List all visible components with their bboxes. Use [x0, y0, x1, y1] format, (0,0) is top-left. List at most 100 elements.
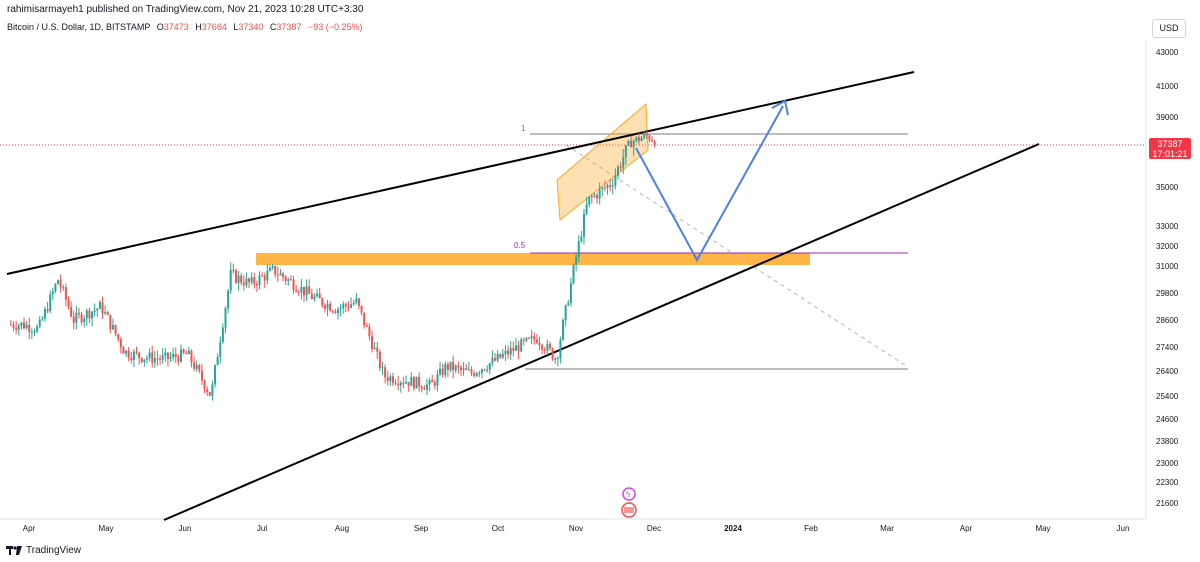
candle-body	[323, 305, 326, 309]
candle-body	[441, 368, 444, 376]
candle-body	[554, 358, 557, 360]
change-value: −93 (−0.25%)	[307, 22, 363, 32]
time-axis[interactable]: Apr May Jun Jul Aug Sep Oct Nov Dec 2024 Feb Mar Apr…	[23, 524, 1130, 533]
candle-body	[514, 345, 517, 351]
candle-body	[371, 336, 374, 350]
candle-body	[88, 310, 91, 319]
candle-body	[624, 145, 627, 158]
candle-body	[242, 282, 245, 286]
lower-wedge-line[interactable]	[163, 143, 1040, 521]
candle-body	[250, 277, 253, 283]
price-axis[interactable]: 4300041000390003700035000330003200031000…	[1156, 48, 1179, 508]
brand-name: TradingView	[26, 545, 82, 556]
candle-body	[334, 311, 337, 313]
price-tick-label: 29800	[1156, 289, 1179, 298]
candle-body	[46, 309, 49, 312]
us-flag-stripes	[624, 507, 634, 513]
time-tick-label: Jun	[1117, 524, 1130, 533]
candle-body	[457, 365, 460, 368]
candle-body	[221, 327, 224, 342]
candle-body	[180, 349, 183, 362]
candle-body	[394, 383, 397, 385]
candle-body	[119, 339, 122, 348]
candle-body	[603, 187, 606, 189]
candle-body	[72, 316, 75, 323]
candle-body	[211, 384, 214, 396]
candle-body	[143, 359, 146, 362]
candle-body	[125, 350, 128, 354]
candle-body	[12, 324, 15, 328]
candle-body	[38, 319, 41, 327]
candle-body	[25, 324, 28, 329]
candle-body	[635, 137, 638, 141]
candle-body	[237, 275, 240, 283]
candle-body	[49, 294, 52, 312]
candle-body	[488, 363, 491, 370]
candle-body	[300, 286, 303, 293]
candle-body	[190, 350, 193, 363]
candle-body	[596, 194, 599, 199]
support-zone[interactable]	[256, 253, 810, 265]
candle-body	[423, 388, 426, 390]
candle-body	[528, 337, 531, 339]
candle-body	[543, 349, 546, 351]
candle-body	[431, 380, 434, 383]
candle-body	[33, 331, 36, 333]
candle-body	[360, 305, 363, 313]
candle-body	[425, 384, 428, 390]
candle-body	[582, 213, 585, 237]
symbol-name[interactable]: Bitcoin / U.S. Dollar, 1D, BITSTAMP	[7, 22, 151, 32]
candle-body	[640, 137, 643, 141]
currency-button[interactable]: USD	[1152, 19, 1186, 38]
candle-body	[282, 273, 285, 278]
candle-body	[70, 307, 73, 317]
candle-body	[289, 279, 292, 281]
last-price-badge	[1149, 138, 1191, 159]
candle-body	[169, 356, 172, 359]
candle-body	[590, 196, 593, 198]
candle-body	[622, 157, 625, 168]
candle-body	[130, 357, 133, 360]
candle-body	[363, 312, 366, 326]
candle-body	[491, 357, 494, 364]
candle-body	[446, 364, 449, 370]
price-tick-label: 23800	[1156, 437, 1179, 446]
candle-body	[57, 280, 60, 285]
candle-body	[135, 351, 138, 353]
candle-body	[331, 310, 334, 312]
candle-body	[114, 324, 117, 335]
candle-body	[117, 334, 120, 340]
tradingview-brand[interactable]: TradingView	[6, 545, 81, 556]
candle-body	[525, 337, 528, 341]
symbol-legend: Bitcoin / U.S. Dollar, 1D, BITSTAMP O374…	[7, 22, 363, 32]
candle-body	[399, 382, 402, 386]
candle-body	[240, 275, 243, 283]
event-flag-icon[interactable]	[622, 487, 636, 501]
candle-body	[185, 352, 188, 355]
price-tick-label: 23000	[1156, 459, 1179, 468]
candle-body	[585, 204, 588, 214]
candle-body	[253, 277, 256, 284]
upper-wedge-line[interactable]	[6, 71, 915, 275]
candle-body	[637, 137, 640, 141]
candle-body	[499, 353, 502, 358]
candle-body	[433, 382, 436, 386]
candle-body	[373, 347, 376, 350]
candle-body	[507, 350, 510, 355]
projection-path[interactable]	[635, 105, 784, 263]
time-tick-label: Jun	[179, 524, 192, 533]
candle-body	[266, 270, 269, 281]
candle-body	[308, 286, 311, 294]
candle-body	[402, 382, 405, 384]
ascending-channel[interactable]	[556, 102, 649, 221]
candle-body	[452, 361, 455, 371]
candle-body	[17, 325, 20, 330]
candle-body	[337, 309, 340, 313]
low-value: 37340	[238, 22, 264, 32]
time-tick-label: Jul	[257, 524, 267, 533]
close-value: 37387	[276, 22, 302, 32]
candle-body	[412, 377, 415, 389]
price-tick-label: 28600	[1156, 316, 1179, 325]
candle-body	[577, 241, 580, 257]
